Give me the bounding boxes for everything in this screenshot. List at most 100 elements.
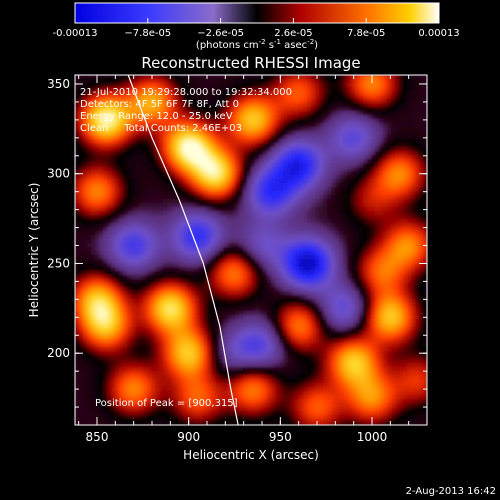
heatmap-cell <box>199 251 204 256</box>
heatmap-cell <box>155 271 160 276</box>
heatmap-cell <box>411 235 416 240</box>
heatmap-cell <box>107 151 112 156</box>
heatmap-cell <box>207 191 212 196</box>
heatmap-cell <box>395 107 400 112</box>
heatmap-cell <box>351 119 356 124</box>
heatmap-cell <box>111 139 116 144</box>
heatmap-cell <box>339 215 344 220</box>
heatmap-cell <box>119 203 124 208</box>
heatmap-cell <box>263 99 268 104</box>
heatmap-cell <box>391 203 396 208</box>
heatmap-cell <box>135 255 140 260</box>
heatmap-cell <box>231 299 236 304</box>
heatmap-cell <box>411 283 416 288</box>
heatmap-cell <box>407 103 412 108</box>
heatmap-cell <box>335 211 340 216</box>
heatmap-cell <box>359 167 364 172</box>
heatmap-cell <box>219 235 224 240</box>
heatmap-cell <box>383 179 388 184</box>
heatmap-cell <box>315 143 320 148</box>
heatmap-cell <box>367 127 372 132</box>
heatmap-cell <box>351 143 356 148</box>
heatmap-cell <box>75 187 80 192</box>
heatmap-cell <box>139 95 144 100</box>
heatmap-cell <box>355 131 360 136</box>
heatmap-cell <box>299 95 304 100</box>
heatmap-cell <box>95 107 100 112</box>
heatmap-cell <box>215 291 220 296</box>
heatmap-cell <box>135 135 140 140</box>
heatmap-cell <box>267 211 272 216</box>
heatmap-cell <box>295 231 300 236</box>
heatmap-cell <box>83 235 88 240</box>
heatmap-cell <box>119 175 124 180</box>
heatmap-cell <box>191 271 196 276</box>
heatmap-cell <box>199 111 204 116</box>
heatmap-cell <box>123 263 128 268</box>
heatmap-cell <box>107 231 112 236</box>
heatmap-cell <box>311 211 316 216</box>
heatmap-cell <box>299 255 304 260</box>
heatmap-cell <box>407 163 412 168</box>
heatmap-cell <box>155 79 160 84</box>
heatmap-cell <box>211 183 216 188</box>
heatmap-cell <box>87 135 92 140</box>
heatmap-cell <box>231 283 236 288</box>
heatmap-cell <box>231 151 236 156</box>
heatmap-cell <box>111 279 116 284</box>
heatmap-cell <box>387 155 392 160</box>
heatmap-cell <box>327 175 332 180</box>
heatmap-cell <box>275 171 280 176</box>
heatmap-cell <box>79 271 84 276</box>
heatmap-cell <box>335 263 340 268</box>
heatmap-cell <box>343 159 348 164</box>
heatmap-cell <box>239 235 244 240</box>
heatmap-cell <box>223 263 228 268</box>
heatmap-cell <box>123 171 128 176</box>
heatmap-cell <box>391 95 396 100</box>
heatmap-cell <box>307 219 312 224</box>
heatmap-cell <box>423 267 427 272</box>
heatmap-cell <box>351 195 356 200</box>
heatmap-cell <box>311 143 316 148</box>
heatmap-cell <box>87 299 92 304</box>
heatmap-cell <box>347 211 352 216</box>
heatmap-cell <box>255 187 260 192</box>
heatmap-cell <box>359 87 364 92</box>
heatmap-cell <box>107 251 112 256</box>
heatmap-cell <box>339 207 344 212</box>
heatmap-cell <box>139 167 144 172</box>
heatmap-cell <box>207 259 212 264</box>
heatmap-cell <box>291 227 296 232</box>
heatmap-cell <box>319 215 324 220</box>
heatmap-cell <box>283 219 288 224</box>
heatmap-cell <box>131 199 136 204</box>
heatmap-cell <box>351 127 356 132</box>
heatmap-cell <box>75 115 80 120</box>
heatmap-cell <box>363 231 368 236</box>
heatmap-cell <box>231 99 236 104</box>
heatmap-cell <box>247 87 252 92</box>
heatmap-cell <box>339 195 344 200</box>
heatmap-cell <box>211 135 216 140</box>
colorbar-tick-label: 2.6e-05 <box>274 28 312 39</box>
heatmap-cell <box>259 247 264 252</box>
heatmap-cell <box>395 235 400 240</box>
heatmap-cell <box>211 175 216 180</box>
heatmap-cell <box>411 263 416 268</box>
heatmap-cell <box>247 259 252 264</box>
heatmap-cell <box>319 295 324 300</box>
heatmap-cell <box>303 267 308 272</box>
heatmap-cell <box>151 215 156 220</box>
heatmap-cell <box>371 275 376 280</box>
heatmap-cell <box>167 183 172 188</box>
heatmap-cell <box>387 243 392 248</box>
heatmap-cell <box>239 267 244 272</box>
heatmap-cell <box>179 243 184 248</box>
heatmap-cell <box>199 115 204 120</box>
heatmap-cell <box>95 87 100 92</box>
heatmap-cell <box>143 155 148 160</box>
heatmap-cell <box>147 299 152 304</box>
heatmap-cell <box>127 279 132 284</box>
heatmap-cell <box>91 247 96 252</box>
